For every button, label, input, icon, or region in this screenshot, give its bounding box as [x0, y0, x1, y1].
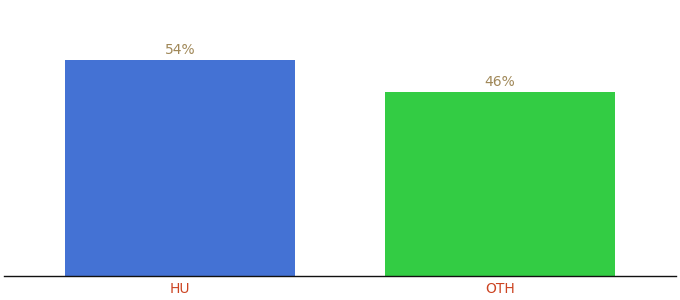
- Bar: [65, 60, 295, 276]
- Bar: [385, 92, 615, 276]
- Text: 46%: 46%: [485, 75, 515, 89]
- Text: 54%: 54%: [165, 43, 195, 57]
